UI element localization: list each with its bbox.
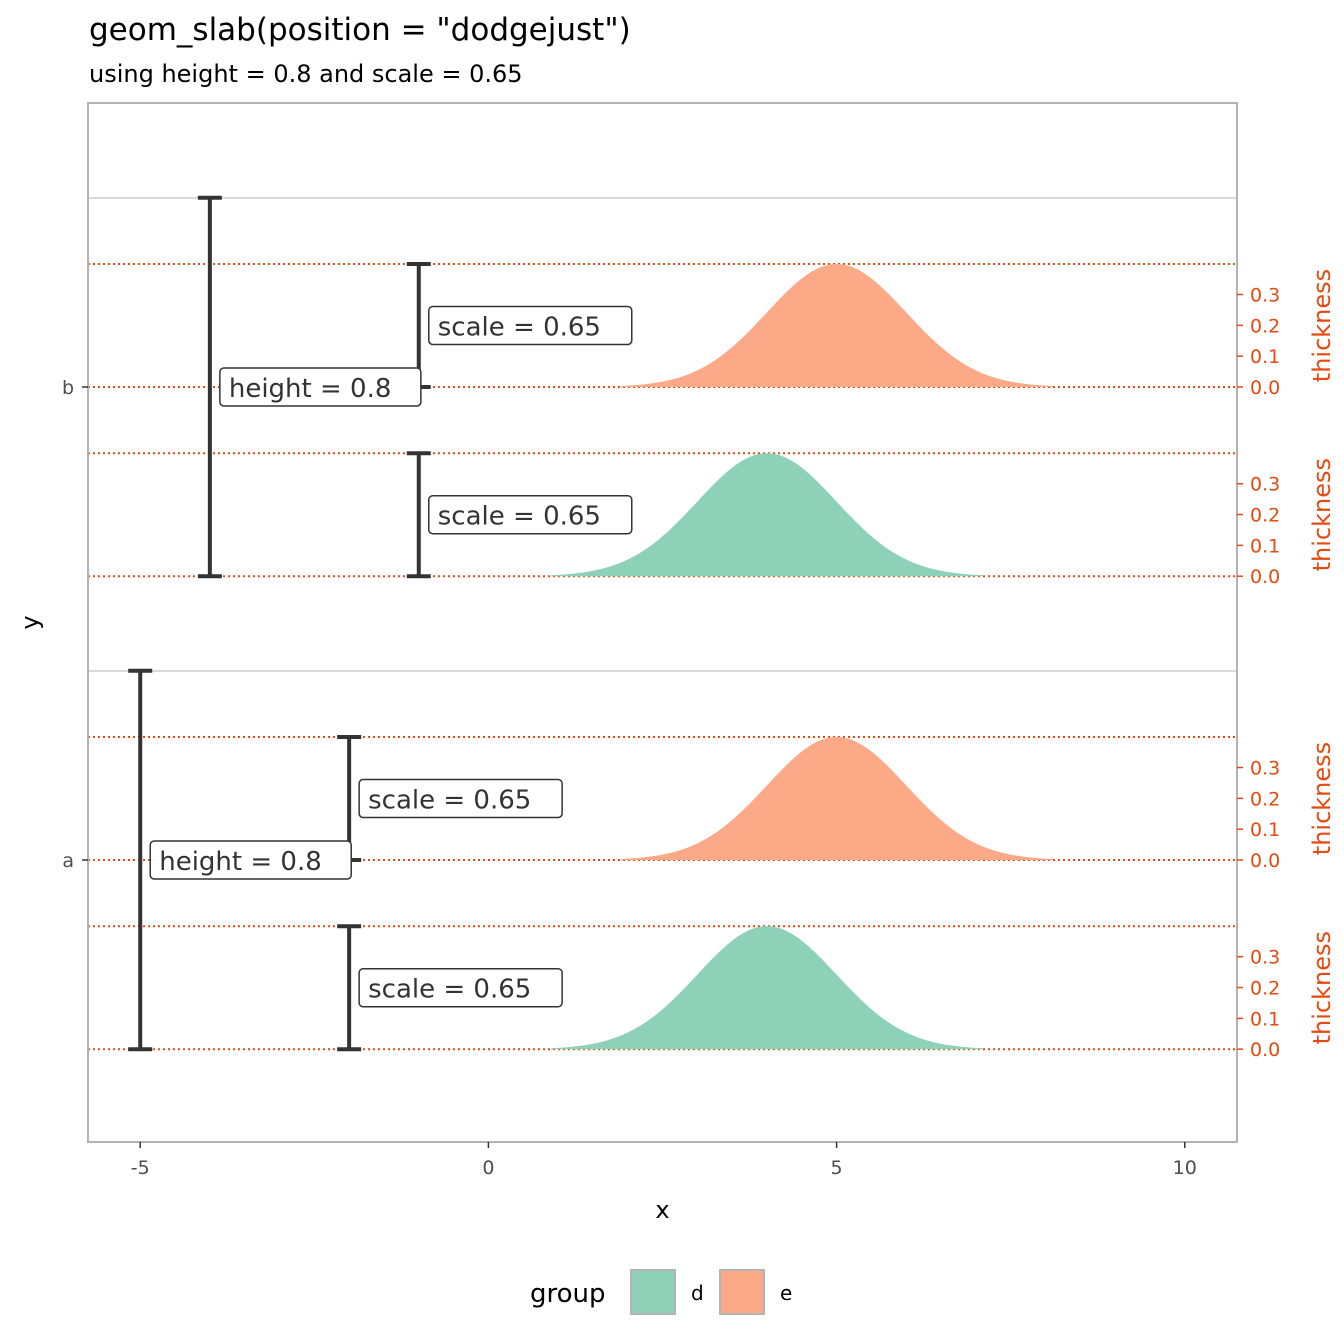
legend-key-d xyxy=(630,1269,676,1315)
thickness-axis-title: thickness xyxy=(1308,458,1336,571)
x-tick-label: 10 xyxy=(1173,1157,1197,1179)
thickness-tick-label: 0.0 xyxy=(1250,566,1280,588)
x-tick-label: 0 xyxy=(482,1157,494,1179)
chart-title: geom_slab(position = "dodgejust") xyxy=(89,12,631,48)
thickness-tick-label: 0.2 xyxy=(1250,978,1280,1000)
scale-label-box xyxy=(428,305,633,346)
height-label-text: height = 0.8 xyxy=(229,374,392,404)
slab-e-b xyxy=(620,264,1053,387)
thickness-tick-label: 0.2 xyxy=(1250,788,1280,810)
thickness-tick-label: 0.1 xyxy=(1250,346,1280,368)
height-label: height = 0.8 xyxy=(149,840,352,880)
slab-d-a xyxy=(551,926,983,1050)
scale-label-box xyxy=(358,967,563,1008)
thickness-tick-label: 0.0 xyxy=(1250,377,1280,399)
scale-label-box xyxy=(428,494,633,535)
slab-d-b xyxy=(551,453,983,577)
thickness-tick-label: 0.3 xyxy=(1250,947,1280,969)
x-axis-title: x xyxy=(655,1196,669,1224)
axes: -5 0 5 10 a b xyxy=(62,377,1197,1179)
thickness-tick-label: 0.1 xyxy=(1250,535,1280,557)
scale-label-box xyxy=(358,778,563,819)
legend-label-e: e xyxy=(780,1281,792,1305)
legend-title: group xyxy=(530,1279,606,1309)
scale-label: scale = 0.65 xyxy=(358,778,563,819)
thickness-tick-label: 0.3 xyxy=(1250,285,1280,307)
panel-border xyxy=(87,102,1238,1143)
thickness-tick-label: 0.0 xyxy=(1250,850,1280,872)
thickness-tick-label: 0.2 xyxy=(1250,315,1280,337)
thickness-tick-label: 0.1 xyxy=(1250,819,1280,841)
scale-label-text: scale = 0.65 xyxy=(368,786,531,816)
thickness-tick-label: 0.0 xyxy=(1250,1039,1280,1061)
thickness-axis-title: thickness xyxy=(1308,931,1336,1044)
thickness-tick-label: 0.2 xyxy=(1250,505,1280,527)
height-label-box xyxy=(219,367,422,407)
thickness-tick-label: 0.3 xyxy=(1250,474,1280,496)
height-label-text: height = 0.8 xyxy=(159,847,322,877)
y-axis-title: y xyxy=(16,615,44,629)
x-tick-label: -5 xyxy=(131,1157,150,1179)
y-tick-label: b xyxy=(62,377,74,399)
scale-label: scale = 0.65 xyxy=(428,494,633,535)
slab-e-a xyxy=(620,737,1053,860)
y-tick-label: a xyxy=(62,850,74,872)
legend: group d e xyxy=(530,1269,792,1315)
scale-label-text: scale = 0.65 xyxy=(438,313,601,343)
grid-lines xyxy=(88,197,1237,672)
slab-layer xyxy=(551,264,1053,1050)
thickness-tick-label: 0.1 xyxy=(1250,1008,1280,1030)
chart-subtitle: using height = 0.8 and scale = 0.65 xyxy=(89,60,523,88)
legend-key-e xyxy=(719,1269,765,1315)
thickness-tick-label: 0.3 xyxy=(1250,758,1280,780)
legend-label-d: d xyxy=(691,1281,704,1305)
scale-label-text: scale = 0.65 xyxy=(368,975,531,1005)
thickness-axis-title: thickness xyxy=(1308,742,1336,855)
scale-label: scale = 0.65 xyxy=(428,305,633,346)
thickness-axis-title: thickness xyxy=(1308,269,1336,382)
height-label-box xyxy=(149,840,352,880)
scale-label-text: scale = 0.65 xyxy=(438,502,601,532)
scale-label: scale = 0.65 xyxy=(358,967,563,1008)
x-tick-label: 5 xyxy=(831,1157,843,1179)
height-label: height = 0.8 xyxy=(219,367,422,407)
annotation-brackets: scale = 0.65 scale = 0.65 height = 0.8 scal… xyxy=(128,195,633,1052)
thickness-axes: 0.0 0.1 0.2 0.3 thickness 0.0 0.1 0.2 0.3 thickne… xyxy=(1237,269,1336,1061)
